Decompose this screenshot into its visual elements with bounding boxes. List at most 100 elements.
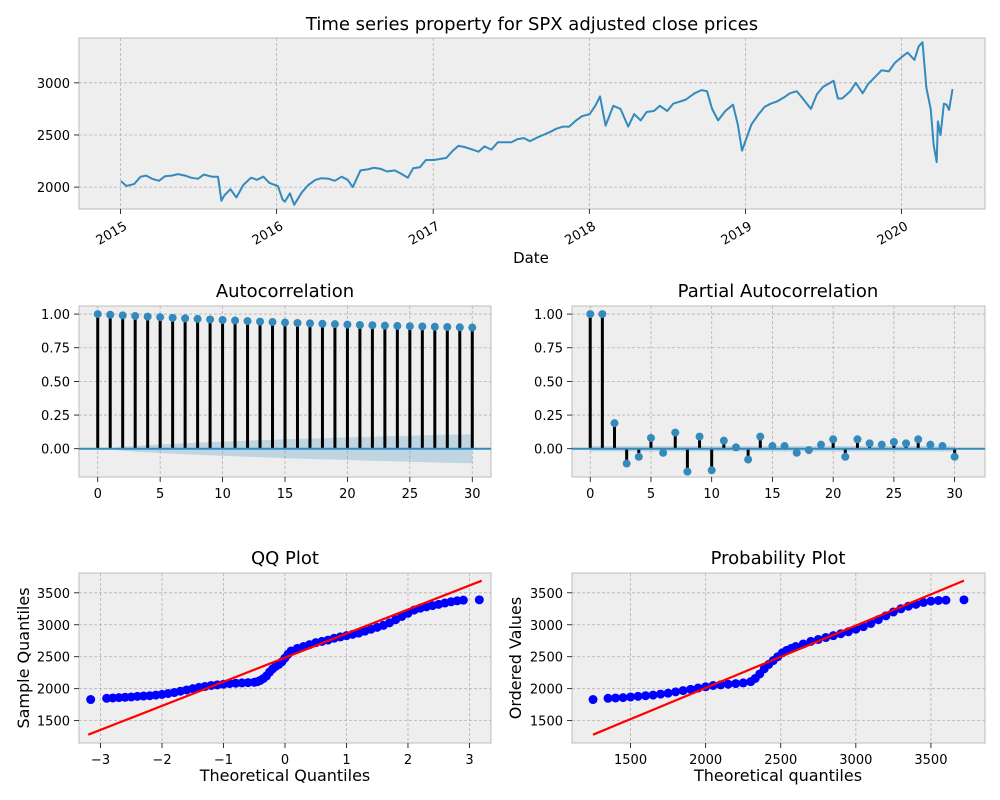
qq-point <box>86 695 96 705</box>
pacf-point <box>610 419 619 428</box>
probplot-xtick-label: 2000 <box>689 753 722 768</box>
qq-xtick-label: 1 <box>342 753 350 768</box>
probplot-point <box>626 692 636 702</box>
acf-point <box>405 322 414 331</box>
probplot-point <box>671 687 681 697</box>
timeseries-ytick-label: 3000 <box>37 77 70 92</box>
pacf-point <box>817 440 826 449</box>
pacf-point <box>719 436 728 445</box>
acf-xtick-label: 5 <box>156 487 164 502</box>
timeseries-axes-background <box>78 37 986 210</box>
acf-point <box>380 321 389 330</box>
qq-xtick-label: −3 <box>91 753 110 768</box>
probplot-point <box>959 595 969 605</box>
pacf-point <box>671 428 680 437</box>
pacf-point <box>634 452 643 461</box>
pacf-point <box>586 310 595 319</box>
acf-point <box>455 323 464 332</box>
pacf-point <box>804 446 813 455</box>
acf-point <box>168 313 177 322</box>
pacf-xtick-label: 5 <box>647 487 655 502</box>
probplot-ytick-label: 2500 <box>530 651 563 666</box>
qq-ytick-label: 2000 <box>37 683 70 698</box>
pacf-xtick-label: 20 <box>825 487 842 502</box>
probplot-xtick-label: 2500 <box>764 753 797 768</box>
probplot-point <box>618 693 628 703</box>
pacf-xtick-label: 30 <box>946 487 963 502</box>
probplot-ytick-label: 1500 <box>530 715 563 730</box>
acf-point <box>93 310 102 319</box>
timeseries-line <box>120 41 954 206</box>
probplot-ylabel: Ordered Values <box>506 597 525 719</box>
acf-ytick-label: 0.50 <box>41 375 70 390</box>
pacf-ytick-label: 0.75 <box>534 342 563 357</box>
probplot-xtick-label: 3500 <box>914 753 947 768</box>
qq-point <box>458 595 468 605</box>
pacf-point <box>695 432 704 441</box>
pacf-point <box>938 442 947 451</box>
probplot-point <box>933 595 943 605</box>
pacf-ytick-label: 1.00 <box>534 308 563 323</box>
probplot-point <box>723 679 733 689</box>
pacf-point <box>950 452 959 461</box>
pacf-point <box>926 440 935 449</box>
acf-point <box>256 317 265 326</box>
pacf-point <box>829 435 838 444</box>
probplot-point <box>588 695 598 705</box>
acf-point <box>368 321 377 330</box>
acf-xtick-label: 30 <box>464 487 481 502</box>
pacf-point <box>902 439 911 448</box>
timeseries-ytick-label: 2500 <box>37 129 70 144</box>
acf-point <box>243 317 252 326</box>
pacf-point <box>744 455 753 464</box>
qq-point <box>474 595 484 605</box>
probplot-point <box>663 688 673 698</box>
probplot-point <box>611 693 621 703</box>
qq-ytick-label: 3000 <box>37 619 70 634</box>
acf-point <box>293 318 302 327</box>
timeseries-xtick-label: 2020 <box>875 219 911 249</box>
qq-xtick-label: 3 <box>465 753 473 768</box>
acf-xtick-label: 20 <box>339 487 356 502</box>
probplot-point <box>656 689 666 699</box>
pacf-point <box>877 440 886 449</box>
pacf-title: Partial Autocorrelation <box>678 281 879 302</box>
acf-point <box>355 320 364 329</box>
acf-ytick-label: 1.00 <box>41 308 70 323</box>
qq-ytick-label: 2500 <box>37 651 70 666</box>
acf-point <box>193 314 202 323</box>
pacf-point <box>598 310 607 319</box>
acf-point <box>156 313 165 322</box>
pacf-point <box>792 448 801 457</box>
probplot-xtick-label: 1500 <box>614 753 647 768</box>
pacf-point <box>914 435 923 444</box>
probplot-fit-line <box>592 579 965 736</box>
pacf-point <box>707 466 716 475</box>
acf-point <box>418 322 427 331</box>
pacf-point <box>889 437 898 446</box>
acf-point <box>343 320 352 329</box>
probplot-ytick-label: 2000 <box>530 683 563 698</box>
qq-title: QQ Plot <box>251 548 319 569</box>
acf-point <box>281 318 289 327</box>
qq-xtick-label: −1 <box>214 753 233 768</box>
timeseries-panel: 2000 2500 3000 2015 2016 2017 2018 2019 2020 Time… <box>37 14 986 267</box>
acf-point <box>143 312 152 321</box>
pacf-point <box>683 467 692 476</box>
probplot-point <box>926 596 936 606</box>
acf-point <box>305 319 314 328</box>
pacf-point <box>853 435 862 444</box>
pacf-xtick-label: 0 <box>586 487 594 502</box>
acf-point <box>393 321 402 330</box>
pacf-point <box>841 452 850 461</box>
probplot-point <box>918 597 928 607</box>
pacf-point <box>731 443 740 452</box>
pacf-point <box>865 439 874 448</box>
qq-ytick-label: 1500 <box>37 715 70 730</box>
qq-panel: 1500 2000 2500 3000 3500 −3 −2 −1 0 1 2 3 QQ Plot The… <box>14 548 492 785</box>
acf-point <box>268 318 277 327</box>
pacf-point <box>756 432 765 441</box>
probplot-point <box>648 690 658 700</box>
acf-point <box>231 316 240 325</box>
